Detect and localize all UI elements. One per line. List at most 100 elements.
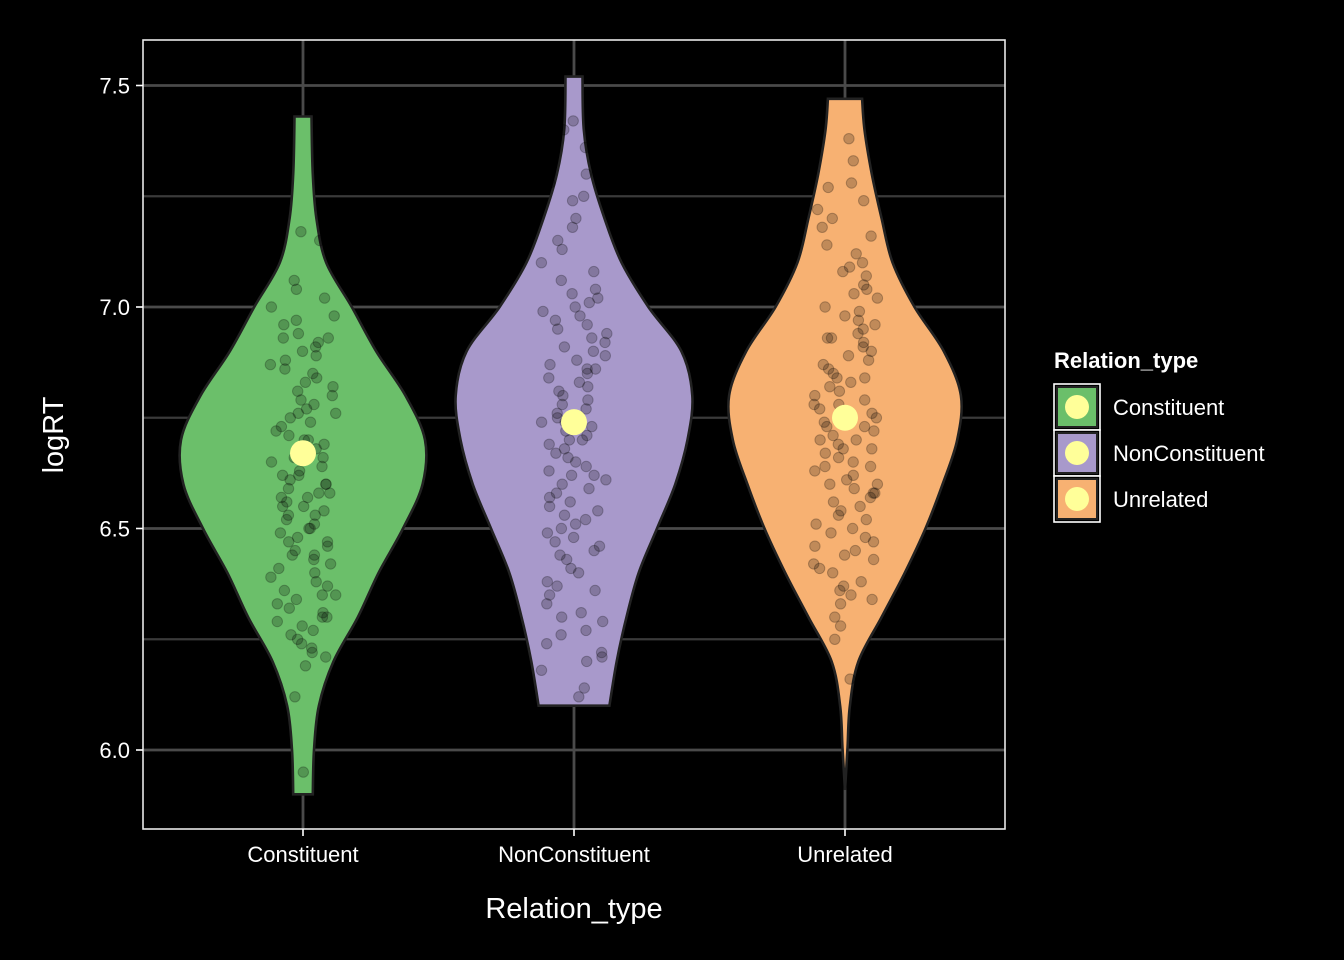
data-point [866,593,878,606]
data-point [277,500,289,513]
data-point [847,155,859,167]
data-point [579,141,592,154]
data-point [858,195,870,207]
data-point [860,270,872,282]
data-point [270,425,282,437]
data-point [300,403,313,415]
data-point [853,305,866,318]
data-point [857,341,869,353]
data-point [550,447,562,459]
data-point [834,584,846,597]
data-point [543,438,555,450]
data-point [580,624,592,637]
data-point [595,646,608,659]
data-point [556,478,568,490]
data-point [293,469,305,481]
data-point [549,314,562,326]
data-point [845,589,857,601]
data-point [837,265,849,278]
data-point [821,332,834,344]
data-point [867,487,879,499]
y-axis-title: logRT [38,396,70,473]
data-point [832,451,845,464]
data-point [291,633,304,645]
data-point [556,243,568,256]
data-point [860,513,872,526]
data-point [265,301,278,313]
data-point [861,283,873,295]
data-point [865,345,877,357]
data-point [327,381,339,393]
data-point [324,558,337,570]
data-point [572,567,585,579]
data-point [583,482,595,495]
data-point [556,611,568,623]
data-point [570,456,582,468]
data-point [817,358,829,371]
data-point [841,474,853,486]
x-tick-label: NonConstituent [498,842,650,867]
data-point [827,367,839,380]
data-point [808,398,820,411]
data-point [308,549,321,561]
data-point [314,234,326,247]
data-point [867,553,880,566]
data-point [567,115,579,127]
y-axis-ticks: 6.0 6.5 7.0 7.5 [99,74,143,763]
data-point [301,491,314,504]
data-point [310,350,322,362]
x-axis-title: Relation_type [485,893,662,925]
data-point [566,288,578,300]
data-point [282,482,295,495]
data-point [829,611,841,623]
data-point [290,593,303,606]
data-point [574,310,586,322]
data-point [848,482,860,495]
data-point [576,434,589,446]
data-point [821,420,833,433]
data-point [321,611,333,623]
y-tick-label: 6.0 [99,738,130,763]
data-point [308,518,321,530]
data-point [284,412,296,424]
data-point [278,319,290,331]
data-point [583,296,595,309]
data-point [566,195,579,207]
mean-point-constituent [290,440,316,467]
data-point [289,544,301,557]
data-point [277,332,289,344]
data-point [589,283,602,295]
data-point [265,571,277,583]
data-point [552,323,564,335]
data-point [299,376,312,388]
data-point [309,567,321,579]
data-point [588,265,600,278]
data-point [330,589,342,601]
data-point [842,350,855,362]
data-point [561,553,573,566]
data-point [859,372,871,384]
data-point [291,531,304,544]
data-point [867,536,880,548]
data-point [827,429,839,442]
data-point [281,496,293,508]
data-point [593,150,606,163]
data-point [829,633,841,645]
data-point [278,584,291,597]
data-point [866,443,878,455]
data-point [847,456,859,468]
data-point [552,234,564,247]
data-point [592,292,604,304]
data-point [304,416,317,428]
data-point [279,363,291,375]
data-point [809,389,821,402]
data-point [821,239,833,251]
data-point [573,376,586,388]
data-point [316,589,328,601]
data-point [845,376,857,388]
data-point [330,407,342,419]
data-point [599,350,611,362]
data-point [822,181,834,194]
data-point [318,505,330,517]
data-point [581,367,594,380]
